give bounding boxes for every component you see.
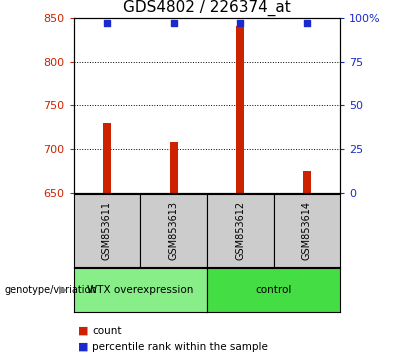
Text: WTX overexpression: WTX overexpression <box>87 285 193 295</box>
Text: ▶: ▶ <box>59 285 67 295</box>
Point <box>304 20 310 26</box>
Text: count: count <box>92 326 122 336</box>
Point <box>237 20 244 26</box>
Text: GSM853613: GSM853613 <box>168 201 178 260</box>
Text: GSM853612: GSM853612 <box>235 201 245 260</box>
Text: genotype/variation: genotype/variation <box>4 285 97 295</box>
Text: GSM853614: GSM853614 <box>302 201 312 260</box>
Point <box>103 20 110 26</box>
Text: ■: ■ <box>78 342 88 352</box>
Bar <box>303 171 311 193</box>
Text: GSM853611: GSM853611 <box>102 201 112 260</box>
Bar <box>170 142 178 193</box>
Text: percentile rank within the sample: percentile rank within the sample <box>92 342 268 352</box>
Bar <box>103 123 111 193</box>
Text: ■: ■ <box>78 326 88 336</box>
Bar <box>236 27 244 193</box>
Point <box>170 20 177 26</box>
Text: control: control <box>255 285 292 295</box>
Title: GDS4802 / 226374_at: GDS4802 / 226374_at <box>123 0 291 16</box>
